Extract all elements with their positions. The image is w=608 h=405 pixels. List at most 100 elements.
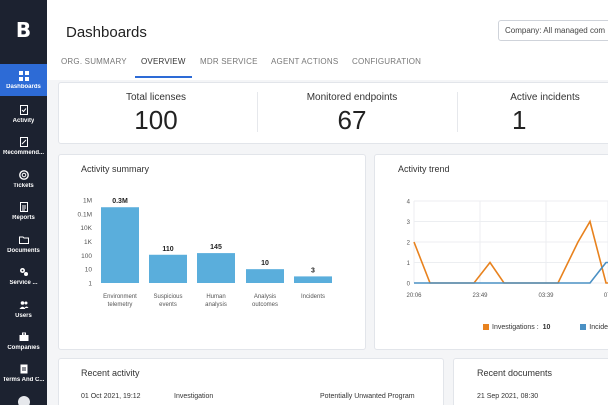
y-tick-label: 10 bbox=[85, 267, 93, 274]
bar-value-label: 145 bbox=[210, 244, 222, 251]
bar[interactable] bbox=[149, 254, 187, 283]
header: Dashboards Company: All managed com ORG.… bbox=[47, 0, 608, 80]
bar[interactable] bbox=[197, 253, 235, 283]
activity-trend-title: Activity trend bbox=[398, 164, 450, 174]
sidebar-item-label: Terms And C... bbox=[2, 376, 45, 383]
y-tick-label: 2 bbox=[407, 241, 411, 247]
x-tick-label: 23:49 bbox=[472, 293, 488, 299]
tab-mdr-service[interactable]: MDR SERVICE bbox=[200, 57, 258, 66]
stat-divider bbox=[457, 92, 458, 132]
legend-swatch-incidents bbox=[580, 324, 587, 331]
sidebar-item-label: Companies bbox=[7, 344, 40, 351]
sidebar-item-activity[interactable]: Activity bbox=[0, 98, 47, 130]
stat-divider bbox=[257, 92, 258, 132]
sidebar-item-label: Documents bbox=[7, 247, 40, 254]
y-tick-label: 10K bbox=[80, 225, 92, 232]
sidebar-item-dashboards[interactable]: Dashboards bbox=[0, 64, 47, 96]
bar-value-label: 110 bbox=[162, 246, 173, 253]
sidebar-item-users[interactable]: Users bbox=[0, 293, 47, 325]
sidebar-item-label: Reports bbox=[12, 214, 35, 221]
tab-agent-actions[interactable]: AGENT ACTIONS bbox=[271, 57, 339, 66]
bar-value-label: 3 bbox=[311, 267, 315, 274]
category-label: outcomes bbox=[252, 302, 278, 308]
terms-icon bbox=[20, 364, 27, 373]
legend-count-investigations: 10 bbox=[542, 324, 551, 331]
stat-active-incidents: Active incidents 1 bbox=[482, 92, 608, 136]
stat-value: 67 bbox=[337, 105, 367, 135]
sidebar-item-service[interactable]: Service ... bbox=[0, 260, 47, 292]
sidebar-item-label: Recommend... bbox=[2, 149, 44, 156]
stat-label: Total licenses bbox=[125, 92, 187, 103]
recent-activity-title: Recent activity bbox=[81, 368, 140, 378]
y-tick-label: 0.1M bbox=[78, 211, 92, 218]
recent-documents-title: Recent documents bbox=[477, 368, 553, 378]
tab-org-summary[interactable]: ORG. SUMMARY bbox=[61, 57, 127, 66]
tab-configuration[interactable]: CONFIGURATION bbox=[352, 57, 422, 66]
legend-label-investigations: Investigations : bbox=[492, 324, 539, 331]
category-label: telemetry bbox=[108, 302, 133, 308]
folder-icon bbox=[18, 236, 29, 244]
y-tick-label: 1M bbox=[83, 198, 92, 205]
bar[interactable] bbox=[101, 207, 139, 283]
sidebar-item-label: Dashboards bbox=[6, 83, 41, 90]
series-line[interactable] bbox=[413, 219, 608, 284]
tab-overview[interactable]: OVERVIEW bbox=[135, 56, 192, 78]
sidebar-item-companies[interactable]: Companies bbox=[0, 325, 47, 357]
category-label: Incidents bbox=[301, 294, 325, 300]
recent-activity-date: 01 Oct 2021, 19:12 bbox=[81, 393, 141, 400]
sidebar-item-documents[interactable]: Documents bbox=[0, 228, 47, 260]
legend-label-incidents: Incide bbox=[589, 324, 608, 331]
y-tick-label: 4 bbox=[407, 200, 411, 206]
logo-letter: B bbox=[15, 18, 32, 42]
gears-icon bbox=[19, 267, 28, 276]
x-tick-label: 03:39 bbox=[538, 293, 554, 299]
sidebar-item-terms[interactable]: Terms And C... bbox=[0, 357, 47, 389]
x-tick-label: 20:06 bbox=[406, 293, 422, 299]
page-title: Dashboards bbox=[66, 24, 147, 41]
y-tick-label: 1K bbox=[84, 239, 93, 246]
stat-value: 1 bbox=[512, 105, 527, 135]
trend-legend: Investigations : 10 Incide bbox=[483, 324, 608, 331]
sidebar: B Dashboards Activity Recommend... Ticke… bbox=[0, 0, 47, 405]
x-tick-label: 07: bbox=[604, 293, 608, 299]
category-label: events bbox=[159, 302, 177, 308]
y-tick-label: 1 bbox=[407, 261, 411, 267]
sidebar-item-label: Tickets bbox=[13, 182, 34, 189]
stat-monitored-endpoints: Monitored endpoints 67 bbox=[288, 92, 416, 136]
y-tick-label: 100 bbox=[81, 253, 92, 260]
category-label: Environment bbox=[103, 294, 137, 300]
stat-total-licenses: Total licenses 100 bbox=[92, 92, 220, 136]
recent-document-date: 21 Sep 2021, 08:30 bbox=[477, 393, 539, 400]
bar[interactable] bbox=[294, 276, 332, 283]
sidebar-item-label: Service ... bbox=[9, 279, 38, 286]
recommendation-icon bbox=[19, 136, 28, 147]
bar-value-label: 0.3M bbox=[112, 198, 128, 205]
category-label: Suspicious bbox=[153, 294, 182, 300]
y-tick-label: 3 bbox=[407, 220, 411, 226]
stats-card bbox=[58, 82, 608, 144]
legend-swatch-investigations bbox=[483, 324, 489, 331]
category-label: analysis bbox=[205, 302, 227, 308]
stat-label: Monitored endpoints bbox=[306, 92, 398, 103]
sidebar-item-reports[interactable]: Reports bbox=[0, 195, 47, 227]
activity-summary-title: Activity summary bbox=[81, 164, 150, 174]
activity-summary-chart: 1M 0.1M 10K 1K 100 10 1 0.3M Environment telemetr… bbox=[78, 198, 332, 308]
bar[interactable] bbox=[246, 269, 284, 283]
stat-label: Active incidents bbox=[510, 92, 580, 103]
logo[interactable]: B bbox=[0, 0, 47, 60]
sidebar-item-label: Users bbox=[15, 312, 32, 319]
stat-value: 100 bbox=[134, 105, 178, 135]
sidebar-item-recommendations[interactable]: Recommend... bbox=[0, 130, 47, 162]
avatar[interactable] bbox=[18, 396, 30, 405]
activity-doc-icon bbox=[19, 104, 28, 115]
series-line[interactable] bbox=[414, 261, 608, 284]
briefcase-icon bbox=[19, 332, 28, 341]
sidebar-item-label: Activity bbox=[12, 117, 35, 124]
sidebar-item-tickets[interactable]: Tickets bbox=[0, 163, 47, 195]
recent-activity-detail[interactable]: Potentially Unwanted Program bbox=[320, 393, 415, 400]
y-tick-label: 0 bbox=[407, 282, 411, 288]
grid-icon bbox=[18, 70, 29, 81]
company-select[interactable]: Company: All managed com bbox=[498, 20, 608, 41]
recent-documents-card bbox=[453, 358, 608, 405]
category-label: Analysis bbox=[254, 294, 276, 300]
